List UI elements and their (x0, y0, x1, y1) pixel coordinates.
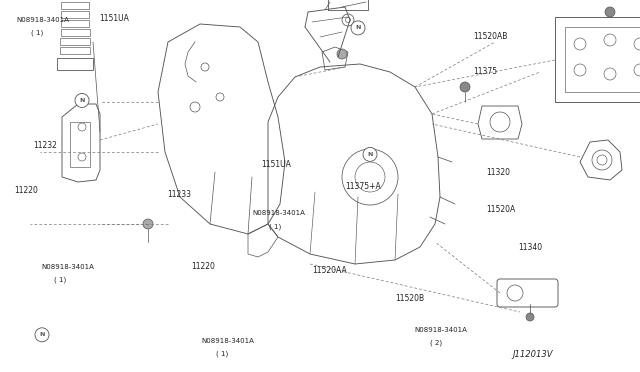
Text: N08918-3401A: N08918-3401A (202, 338, 255, 344)
Text: N: N (355, 25, 361, 31)
Circle shape (337, 49, 347, 59)
Text: ( 1): ( 1) (269, 223, 281, 230)
Circle shape (460, 82, 470, 92)
Circle shape (75, 93, 89, 108)
Text: ( 1): ( 1) (31, 30, 43, 36)
Text: ( 1): ( 1) (216, 350, 228, 357)
Text: 11520AB: 11520AB (474, 32, 508, 41)
Text: 11232: 11232 (33, 141, 57, 150)
Text: N08918-3401A: N08918-3401A (253, 210, 306, 216)
Text: 1151UA: 1151UA (261, 160, 291, 169)
Circle shape (351, 21, 365, 35)
Circle shape (605, 7, 615, 17)
Text: ( 1): ( 1) (54, 276, 67, 282)
Text: 11520AA: 11520AA (312, 266, 347, 275)
Bar (555, 17, 640, 102)
Bar (57, 58, 93, 70)
Text: N: N (367, 152, 372, 157)
Bar (61, 29, 90, 36)
Circle shape (526, 313, 534, 321)
Text: 11520A: 11520A (486, 205, 516, 214)
Text: 11233: 11233 (168, 190, 192, 199)
Circle shape (35, 328, 49, 342)
Bar (61, 20, 89, 27)
Text: N08918-3401A: N08918-3401A (16, 17, 69, 23)
Text: 11375: 11375 (474, 67, 498, 76)
Text: 11375+A: 11375+A (346, 182, 381, 190)
Text: 11340: 11340 (518, 243, 543, 251)
Bar (60, 38, 90, 45)
Text: 11220: 11220 (14, 186, 38, 195)
Text: N: N (39, 332, 45, 337)
Text: 11220: 11220 (191, 262, 214, 271)
Text: 1151UA: 1151UA (99, 14, 129, 23)
Circle shape (363, 147, 377, 161)
Circle shape (143, 219, 153, 229)
Text: ( 2): ( 2) (430, 339, 442, 346)
Bar (60, 47, 90, 54)
Text: 11520B: 11520B (396, 294, 425, 303)
Circle shape (342, 14, 354, 26)
Bar (565, 27, 640, 92)
Bar (328, 0, 368, 10)
Bar (61, 2, 89, 9)
Bar (61, 11, 89, 18)
Text: N08918-3401A: N08918-3401A (415, 327, 468, 333)
Text: N08918-3401A: N08918-3401A (42, 264, 95, 270)
Text: 11320: 11320 (486, 168, 511, 177)
Text: N: N (79, 98, 84, 103)
Text: J112013V: J112013V (512, 350, 552, 359)
Bar (70, 122, 90, 167)
